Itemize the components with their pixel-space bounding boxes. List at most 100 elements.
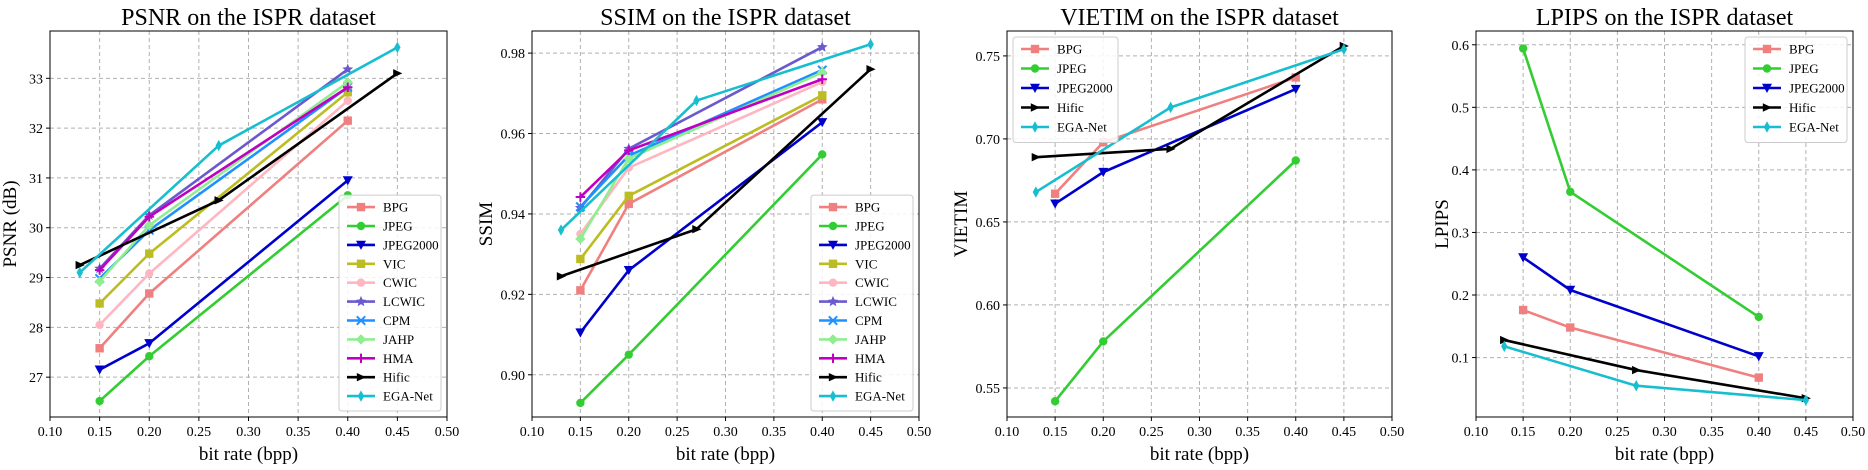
legend-label: JPEG (1057, 61, 1087, 76)
legend-marker (356, 240, 366, 250)
legend-marker (356, 315, 366, 326)
series-line (98, 194, 349, 403)
legend-label: JPEG (383, 219, 413, 234)
data-point (575, 192, 586, 202)
data-point (215, 139, 222, 152)
y-tick-label: 29 (29, 272, 43, 287)
legend-marker (1762, 64, 1772, 73)
data-point (144, 212, 154, 222)
legend-entry-jpeg2000: JPEG2000 (819, 237, 911, 252)
y-tick-label: 0.60 (976, 299, 1001, 314)
legend-label: BPG (383, 200, 408, 215)
x-tick-label: 0.20 (1091, 425, 1116, 440)
legend-entry-jpeg: JPEG (1753, 61, 1819, 76)
chart-title: PSNR on the ISPR dataset (121, 5, 376, 31)
series-vic (95, 88, 352, 308)
data-point (145, 269, 154, 278)
data-point (75, 260, 85, 270)
y-tick-label: 0.75 (976, 50, 1001, 65)
data-point (867, 38, 874, 50)
data-point (76, 266, 83, 279)
data-point (1290, 84, 1301, 95)
data-point (342, 63, 354, 74)
x-tick-label: 0.30 (236, 425, 261, 440)
data-point (95, 344, 104, 353)
y-axis-label: SSIM (476, 202, 497, 246)
legend-marker (355, 295, 367, 307)
legend-marker (827, 295, 839, 307)
legend-marker (828, 278, 838, 287)
series-ega-net (1032, 43, 1348, 198)
x-axis-label: bit rate (bpp) (199, 444, 298, 465)
data-point (144, 220, 155, 231)
legend-marker (828, 353, 838, 363)
x-tick-label: 0.35 (762, 425, 787, 440)
data-point (144, 339, 155, 349)
data-point (94, 276, 105, 287)
series-jpeg2000 (1050, 84, 1301, 209)
legend-entry-hma: HMA (347, 351, 414, 366)
x-axis-label: bit rate (bpp) (676, 444, 775, 465)
data-point (817, 67, 828, 78)
data-point (623, 266, 634, 276)
x-tick-label: 0.10 (38, 425, 63, 440)
legend-label: EGA-Net (1789, 120, 1839, 135)
y-axis-label: VIETIM (951, 191, 972, 258)
chart-panel-1: 0.10 0.15 0.20 0.25 0.30 0.35 0.40 0.45 0.50 27 28… (0, 5, 459, 465)
legend-entry-bpg: BPG (1021, 42, 1082, 57)
chart-panel-3: 0.10 0.15 0.20 0.25 0.30 0.35 0.40 0.45 0.50 0.55… (951, 5, 1404, 465)
data-point (343, 116, 352, 125)
data-point (692, 225, 702, 234)
data-point (575, 233, 586, 245)
data-point (576, 398, 585, 408)
x-tick-label: 0.40 (1284, 425, 1309, 440)
legend-marker (828, 259, 838, 268)
y-tick-label: 0.1 (1452, 352, 1470, 367)
legend-entry-jahp: JAHP (347, 332, 414, 347)
series-bpg (1518, 305, 1763, 382)
data-point (94, 265, 105, 275)
y-axis-label: LPIPS (1432, 199, 1453, 249)
series-hma (94, 82, 353, 275)
legend-label: Hific (1789, 100, 1816, 115)
legend-marker (357, 390, 365, 402)
data-point (1166, 144, 1176, 154)
legend-marker (1030, 83, 1040, 93)
legend-marker (356, 278, 366, 287)
legend-entry-cpm: CPM (347, 313, 411, 328)
x-tick-label: 0.25 (1139, 425, 1164, 440)
y-tick-label: 31 (29, 172, 43, 187)
y-tick-label: 0.70 (976, 133, 1001, 148)
chart-title: SSIM on the ISPR dataset (600, 5, 851, 31)
series-vic (576, 91, 827, 264)
y-tick-label: 0.65 (976, 216, 1001, 231)
x-tick-label: 0.25 (187, 425, 212, 440)
x-tick-label: 0.50 (1380, 425, 1405, 440)
data-point (576, 286, 585, 295)
legend-label: JAHP (855, 332, 886, 347)
x-tick-label: 0.45 (858, 425, 883, 440)
series-line (98, 86, 349, 280)
data-point (624, 191, 633, 201)
data-point (214, 196, 224, 205)
data-point (145, 289, 154, 298)
legend-entry-hific: Hific (1021, 100, 1084, 115)
data-point (1518, 44, 1528, 53)
data-point (1291, 73, 1300, 82)
legend-label: Hific (383, 370, 410, 385)
data-point (1754, 312, 1763, 322)
y-tick-label: 33 (29, 72, 43, 87)
legend: BPG JPEG JPEG2000 VIC CWIC LCWIC CPM JAHP HMA Hif… (810, 194, 914, 412)
y-tick-label: 30 (29, 222, 43, 237)
legend-entry-jpeg: JPEG (347, 219, 413, 234)
series-ega-net (76, 41, 401, 279)
data-point (342, 77, 353, 88)
x-tick-label: 0.35 (1235, 425, 1260, 440)
data-point (556, 272, 567, 281)
legend-marker (356, 353, 366, 363)
y-tick-label: 32 (29, 122, 43, 137)
legend-entry-jpeg: JPEG (819, 219, 885, 234)
x-tick-label: 0.40 (1747, 425, 1772, 440)
legend-entry-ega-net: EGA-Net (819, 389, 905, 404)
legend-entry-hific: Hific (819, 370, 882, 385)
